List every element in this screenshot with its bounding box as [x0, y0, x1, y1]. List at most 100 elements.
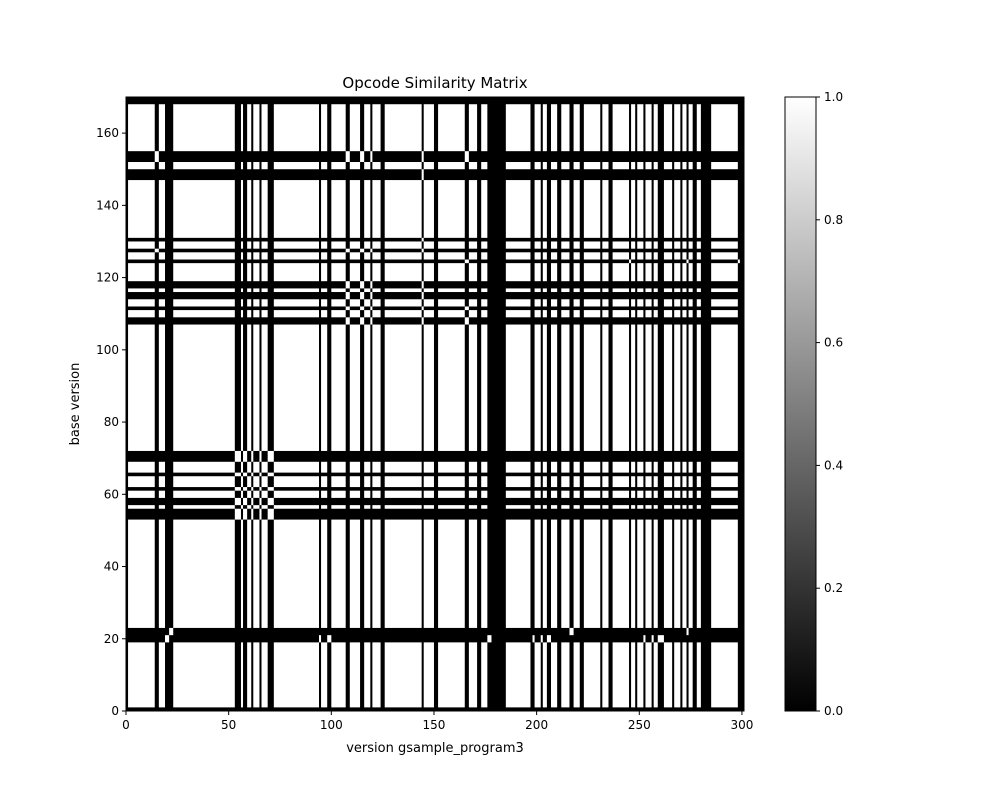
zero-column-band — [259, 97, 262, 711]
match-cell — [686, 627, 689, 636]
zero-column-band — [234, 97, 241, 711]
y-axis-label: base version — [68, 363, 83, 446]
zero-column-band — [737, 97, 744, 711]
y-tick-label: 80 — [104, 415, 119, 429]
zero-row-band — [126, 248, 744, 253]
zero-column-band — [421, 97, 424, 711]
x-tick-label: 250 — [628, 718, 651, 732]
colorbar-tick-label: 0.8 — [824, 213, 843, 227]
colorbar-gradient — [784, 96, 817, 712]
match-cell — [569, 627, 574, 636]
x-tick-label: 100 — [320, 718, 343, 732]
match-cell — [154, 151, 159, 163]
match-cell — [318, 635, 322, 643]
match-cell — [243, 472, 248, 477]
y-tick-label: 140 — [96, 198, 119, 212]
match-cell — [421, 317, 424, 325]
colorbar-ticks: 0.0 0.2 0.4 0.6 0.8 1.0 — [816, 90, 843, 718]
match-cell — [345, 151, 350, 163]
zero-column-band — [345, 97, 350, 711]
match-cell — [657, 635, 664, 643]
match-cell — [243, 497, 248, 506]
match-cell — [345, 281, 350, 289]
zero-column-band — [318, 97, 322, 711]
zero-row-band — [126, 237, 744, 242]
match-cell — [243, 487, 248, 491]
match-cell — [360, 248, 365, 253]
zero-column-band — [680, 97, 683, 711]
zero-column-band — [487, 97, 506, 711]
match-cell — [360, 151, 365, 163]
x-axis: 0 50 100 150 200 250 300 — [122, 711, 753, 732]
zero-column-band — [600, 97, 603, 711]
match-cell — [267, 450, 274, 462]
match-cell — [165, 635, 170, 643]
zero-column-band — [635, 97, 638, 711]
zero-row-band — [126, 306, 744, 311]
zero-column-band — [380, 97, 385, 711]
y-tick-label: 100 — [96, 343, 119, 357]
zero-column-band — [477, 97, 482, 711]
match-cell — [370, 151, 373, 163]
match-cell — [370, 292, 373, 300]
match-cell — [345, 248, 350, 253]
zero-column-band — [651, 97, 654, 711]
zero-row-band — [126, 450, 744, 462]
match-cell — [345, 306, 350, 311]
match-cell — [464, 151, 469, 163]
match-cell — [259, 487, 262, 491]
zero-row-band — [126, 259, 744, 264]
zero-column-band — [243, 97, 248, 711]
match-cell — [532, 635, 535, 643]
match-cell — [234, 487, 241, 491]
match-cell — [421, 281, 424, 289]
match-cell — [251, 487, 254, 491]
match-cell — [464, 317, 469, 325]
match-cell — [487, 635, 492, 643]
heatmap-plot-area — [125, 96, 745, 712]
match-cell — [234, 508, 241, 520]
match-cell — [686, 259, 689, 264]
y-tick-label: 0 — [111, 704, 119, 718]
zero-row-band — [126, 281, 744, 289]
match-cell — [259, 497, 262, 506]
match-cell — [259, 450, 262, 462]
x-tick-label: 150 — [423, 718, 446, 732]
zero-row-band — [126, 169, 744, 181]
y-tick-label: 120 — [96, 271, 119, 285]
zero-column-band — [657, 97, 664, 711]
match-cell — [629, 259, 632, 264]
match-cell — [234, 497, 241, 506]
heatmap-cells — [126, 97, 744, 711]
match-cell — [267, 487, 274, 491]
colorbar: 0.0 0.2 0.4 0.6 0.8 1.0 — [784, 90, 843, 718]
match-cell — [154, 248, 159, 253]
match-cell — [421, 237, 424, 242]
match-cell — [267, 508, 274, 520]
x-tick-label: 0 — [122, 718, 130, 732]
match-cell — [259, 472, 262, 477]
zero-column-band — [686, 97, 689, 711]
zero-column-band — [629, 97, 632, 711]
zero-column-band — [464, 97, 469, 711]
match-cell — [267, 497, 274, 506]
zero-column-band — [643, 97, 646, 711]
match-cell — [259, 508, 262, 520]
match-cell — [251, 497, 254, 506]
zero-column-band — [433, 97, 439, 711]
zero-column-band — [360, 97, 365, 711]
match-cell — [360, 317, 365, 325]
y-tick-label: 160 — [96, 126, 119, 140]
match-cell — [421, 169, 424, 181]
zero-row-band — [126, 317, 744, 325]
zero-row-band — [126, 151, 744, 163]
zero-column-band — [370, 97, 373, 711]
match-cell — [345, 317, 350, 325]
zero-column-band — [672, 97, 675, 711]
match-cell — [370, 317, 373, 325]
match-cell — [464, 259, 469, 264]
match-cell — [360, 306, 365, 311]
zero-column-band — [540, 97, 543, 711]
zero-column-band — [165, 97, 174, 711]
